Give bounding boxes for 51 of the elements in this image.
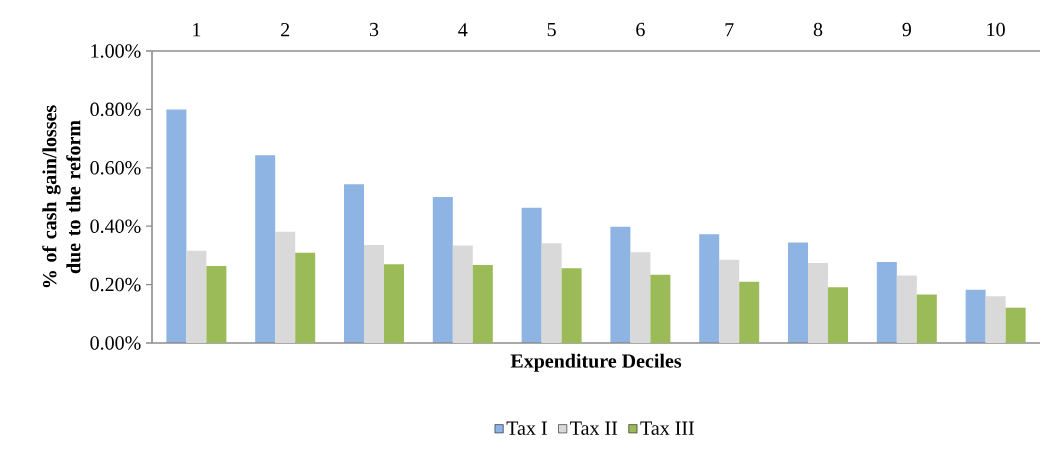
bar [828, 287, 849, 343]
x-tick-label: 9 [902, 22, 911, 37]
bar [808, 262, 829, 343]
y-tick-label: 1.00% [91, 44, 141, 58]
bar [295, 252, 316, 343]
bar [541, 243, 562, 343]
x-tick-label: 3 [369, 22, 379, 37]
bar [521, 207, 542, 343]
bar [719, 259, 740, 343]
bar [206, 265, 227, 343]
x-tick-label: 1 [193, 23, 201, 37]
bar [699, 234, 720, 343]
bar [965, 289, 986, 343]
x-tick-label: 10 [987, 22, 1005, 37]
bar [186, 250, 207, 343]
x-tick-label: 6 [636, 22, 645, 37]
bar [630, 252, 651, 343]
bar [985, 296, 1006, 343]
bar [432, 197, 453, 343]
x-tick-label: 4 [458, 23, 468, 37]
bar [916, 294, 937, 343]
bar [452, 245, 473, 343]
bar [610, 226, 631, 343]
bar [896, 275, 917, 343]
y-axis-title: % of cash gain/losses due to the reform [42, 105, 81, 288]
legend-label: Tax II [570, 421, 618, 435]
legend-label: Tax I [506, 421, 547, 435]
bar [788, 242, 809, 343]
bar [876, 262, 897, 343]
x-tick-label: 8 [813, 22, 823, 37]
y-tick-label: 0.40% [90, 219, 141, 233]
legend-label: Tax III [640, 421, 694, 435]
y-tick-label: 0.20% [90, 277, 141, 292]
y-tick-label: 0.80% [90, 102, 141, 117]
bar [561, 268, 582, 343]
bar [739, 281, 760, 343]
x-tick-label: 7 [725, 23, 734, 37]
bar [344, 184, 364, 343]
bar [650, 274, 671, 343]
bar [275, 231, 296, 343]
bar [384, 264, 405, 343]
bar [166, 109, 187, 343]
x-tick-label: 2 [281, 23, 290, 37]
bar [472, 265, 493, 343]
bar [255, 155, 276, 343]
bar [364, 244, 384, 343]
y-tick-label: 0.60% [90, 161, 141, 175]
bar [1005, 307, 1026, 343]
y-tick-label: 0.00% [90, 336, 141, 350]
x-axis-title: Expenditure Deciles [510, 353, 682, 372]
x-tick-label: 5 [547, 23, 556, 37]
